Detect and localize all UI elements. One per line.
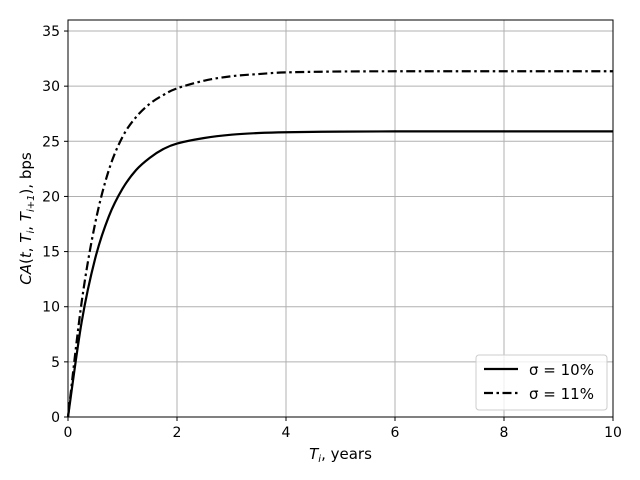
ticks: 0 2 4 6 8 10 0 5 10 15 20 25 30 35	[42, 24, 622, 441]
x-tick-label: 6	[391, 425, 400, 441]
series-line-1	[66, 70, 613, 418]
legend-label-sigma-10: σ = 10%	[529, 361, 594, 379]
y-tick-label: 25	[42, 134, 60, 150]
x-tick-label: 4	[282, 425, 291, 441]
x-tick-label: 0	[64, 425, 73, 441]
y-tick-label: 30	[42, 79, 60, 95]
y-tick-label: 5	[51, 355, 60, 371]
y-tick-label: 15	[42, 245, 60, 261]
x-tick-label: 10	[604, 425, 622, 441]
grid	[67, 20, 614, 418]
legend-label-sigma-11: σ = 11%	[529, 385, 594, 403]
y-tick-label: 20	[42, 189, 60, 205]
x-tick-label: 2	[173, 425, 182, 441]
x-axis-label: Ti, years	[309, 445, 372, 465]
y-tick-label: 0	[51, 410, 60, 426]
plot-frame	[67, 19, 614, 418]
y-axis-label: CA(t, Ti, Ti+1), bps	[17, 152, 37, 285]
y-tick-label: 35	[42, 24, 60, 40]
series-line-0	[66, 130, 613, 418]
y-tick-label: 10	[42, 300, 60, 316]
legend: σ = 10% σ = 11%	[475, 354, 608, 411]
x-tick-label: 8	[500, 425, 509, 441]
series-layer	[66, 70, 613, 418]
